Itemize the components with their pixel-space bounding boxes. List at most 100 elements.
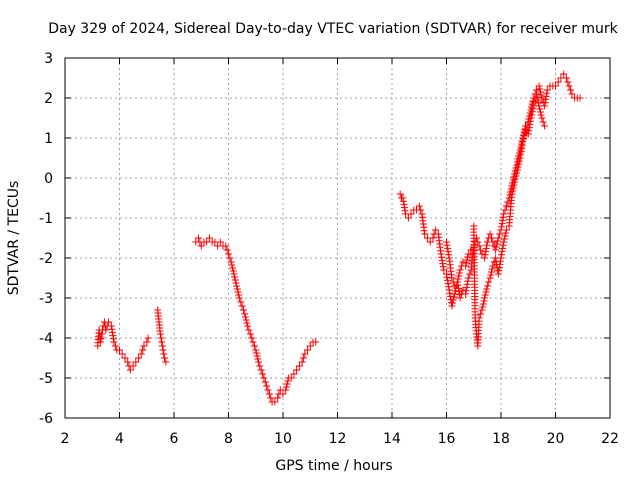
data-point-interp: [512, 164, 520, 172]
data-point: [459, 258, 467, 266]
data-point: [271, 398, 279, 406]
data-point: [143, 338, 151, 346]
data-point: [432, 226, 440, 234]
data-point: [279, 390, 287, 398]
data-point-interp: [534, 96, 542, 104]
data-point: [144, 334, 152, 342]
data-point: [552, 82, 559, 90]
data-point: [478, 306, 486, 314]
data-point: [565, 82, 573, 90]
x-tick-label: 8: [224, 431, 233, 447]
y-tick-label: -3: [39, 291, 53, 307]
data-point-interp: [501, 206, 509, 214]
data-point-interp: [463, 280, 471, 288]
data-point-interp: [242, 313, 249, 321]
x-tick-label: 22: [601, 431, 619, 447]
data-point-interp: [537, 108, 544, 116]
data-point: [483, 282, 491, 290]
data-point-interp: [253, 352, 261, 360]
data-point-interp: [480, 297, 488, 305]
data-point-interp: [537, 88, 544, 96]
data-point-interp: [443, 241, 451, 249]
data-point-interp: [449, 296, 457, 304]
data-point-interp: [529, 104, 537, 112]
data-point: [456, 266, 464, 274]
data-point: [538, 94, 546, 102]
data-point-interp: [510, 173, 518, 181]
data-point-interp: [455, 269, 463, 277]
x-tick-label: 4: [115, 431, 124, 447]
data-point: [249, 338, 257, 346]
x-tick-label: 6: [170, 431, 179, 447]
data-point: [161, 354, 168, 362]
data-point: [222, 242, 230, 250]
y-tick-label: 1: [44, 131, 53, 147]
data-point: [235, 294, 243, 302]
data-point-interp: [417, 206, 425, 214]
data-point: [230, 270, 238, 278]
data-point: [568, 90, 576, 98]
y-tick-label: -5: [39, 371, 53, 387]
data-point-interp: [235, 291, 243, 299]
data-point: [244, 322, 252, 330]
data-point: [98, 330, 106, 338]
grid-lines: [65, 58, 610, 418]
data-point-interp: [231, 276, 239, 284]
data-point: [282, 386, 290, 394]
data-point-interp: [160, 350, 168, 358]
data-point-interp: [261, 378, 269, 386]
data-point-interp: [439, 263, 447, 271]
y-tick-label: 3: [44, 51, 53, 67]
data-point: [502, 202, 510, 210]
data-point: [301, 350, 309, 358]
data-point-interp: [496, 260, 504, 268]
data-point-interp: [488, 268, 495, 276]
data-point-interp: [231, 273, 239, 281]
x-tick-label: 14: [383, 431, 401, 447]
data-point: [246, 330, 254, 338]
data-point: [543, 86, 551, 94]
x-tick-label: 18: [492, 431, 510, 447]
data-point-interp: [507, 185, 515, 193]
data-point-interp: [541, 99, 549, 107]
data-point: [473, 234, 480, 242]
data-point-interp: [466, 270, 474, 278]
data-point: [227, 258, 235, 266]
y-tick-label: -1: [39, 211, 53, 227]
x-tick-label: 12: [329, 431, 347, 447]
data-point-interp: [450, 293, 458, 301]
data-point-interp: [536, 105, 544, 113]
data-point: [260, 374, 268, 382]
data-point: [129, 362, 137, 370]
data-point: [522, 122, 529, 130]
data-point: [448, 302, 456, 310]
y-tick-label: 0: [44, 171, 53, 187]
data-point-interp: [537, 111, 545, 119]
data-point: [304, 346, 311, 354]
data-point: [508, 182, 516, 190]
data-point-interp: [507, 188, 514, 196]
data-point: [105, 318, 113, 326]
data-point-interp: [462, 287, 470, 295]
data-point: [205, 234, 213, 242]
data-point: [445, 286, 453, 294]
data-point-interp: [482, 288, 490, 296]
data-point-interp: [492, 243, 500, 251]
data-point-interp: [299, 354, 307, 362]
x-tick-label: 10: [274, 431, 292, 447]
data-point-interp: [444, 248, 452, 256]
data-point-interp: [111, 342, 119, 350]
data-point-interp: [233, 285, 241, 293]
data-point: [530, 98, 538, 106]
data-point: [290, 370, 298, 378]
data-point-interp: [97, 334, 105, 342]
data-point-interp: [401, 204, 408, 212]
data-point-interp: [455, 272, 463, 280]
data-point: [516, 146, 524, 154]
data-point-interp: [399, 197, 407, 205]
data-point-interp: [520, 131, 527, 139]
data-point-interp: [477, 246, 485, 254]
data-point-interp: [232, 279, 240, 287]
data-point: [486, 230, 494, 238]
